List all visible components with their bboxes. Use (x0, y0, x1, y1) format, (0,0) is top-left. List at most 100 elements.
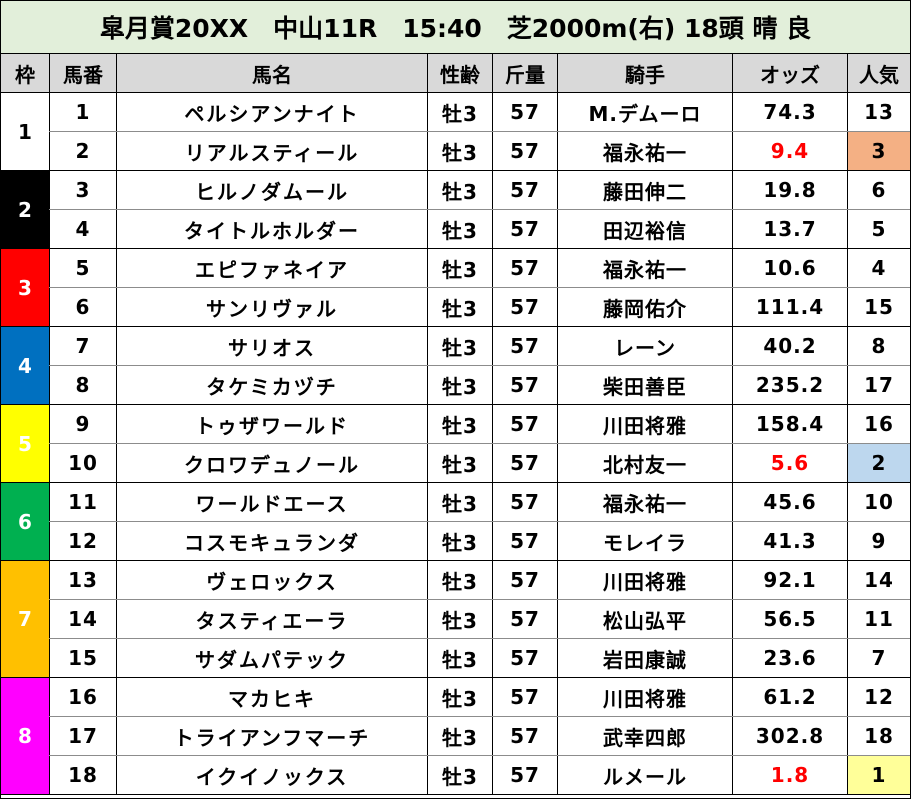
race-title: 皐月賞20XX 中山11R 15:40 芝2000m(右) 18頭 晴 良 (1, 1, 910, 54)
weight-cell: 57 (492, 717, 557, 755)
odds-cell: 5.6 (732, 444, 847, 482)
header-jockey: 騎手 (557, 54, 732, 92)
popularity-cell: 8 (847, 327, 910, 365)
number-cell: 4 (49, 210, 116, 248)
table-row: 8 タケミカヅチ 牡3 57 柴田善臣 235.2 17 (49, 366, 910, 405)
table-body: 1 1 ペルシアンナイト 牡3 57 M.デムーロ 74.3 13 2 リアルスティール 牡3 57 福… (1, 93, 910, 798)
header-popularity: 人気 (847, 54, 910, 92)
popularity-cell: 9 (847, 522, 910, 560)
jockey-cell: 北村友一 (557, 444, 732, 482)
popularity-cell: 4 (847, 249, 910, 287)
number-cell: 11 (49, 483, 116, 521)
odds-cell: 158.4 (732, 405, 847, 443)
sex-age-cell: 牡3 (427, 93, 492, 131)
odds-cell: 45.6 (732, 483, 847, 521)
number-cell: 18 (49, 756, 116, 794)
horse-name-cell: タイトルホルダー (116, 210, 427, 248)
weight-cell: 57 (492, 639, 557, 677)
weight-cell: 57 (492, 327, 557, 365)
odds-cell: 41.3 (732, 522, 847, 560)
sex-age-cell: 牡3 (427, 210, 492, 248)
jockey-cell: M.デムーロ (557, 93, 732, 131)
popularity-cell: 7 (847, 639, 910, 677)
popularity-cell: 6 (847, 171, 910, 209)
jockey-cell: 福永祐一 (557, 132, 732, 170)
odds-cell: 111.4 (732, 288, 847, 326)
weight-cell: 57 (492, 756, 557, 794)
jockey-cell: ルメール (557, 756, 732, 794)
odds-cell: 19.8 (732, 171, 847, 209)
weight-cell: 57 (492, 249, 557, 287)
number-cell: 14 (49, 600, 116, 638)
jockey-cell: 田辺裕信 (557, 210, 732, 248)
weight-cell: 57 (492, 366, 557, 404)
weight-cell: 57 (492, 522, 557, 560)
sex-age-cell: 牡3 (427, 678, 492, 716)
odds-cell: 92.1 (732, 561, 847, 599)
header-row: 枠馬番 馬名 性齢 斤量 騎手 オッズ 人気 (1, 54, 910, 93)
popularity-cell: 3 (847, 132, 910, 170)
table-row: 11 ワールドエース 牡3 57 福永祐一 45.6 10 (49, 483, 910, 522)
number-cell: 6 (49, 288, 116, 326)
popularity-cell: 10 (847, 483, 910, 521)
frame-cell-7: 7 (1, 561, 49, 678)
jockey-cell: 藤岡佑介 (557, 288, 732, 326)
frame-cell-3: 3 (1, 249, 49, 327)
number-cell: 16 (49, 678, 116, 716)
number-cell: 10 (49, 444, 116, 482)
sex-age-cell: 牡3 (427, 600, 492, 638)
number-cell: 13 (49, 561, 116, 599)
table-row: 4 タイトルホルダー 牡3 57 田辺裕信 13.7 5 (49, 210, 910, 249)
table-row: 3 ヒルノダムール 牡3 57 藤田伸二 19.8 6 (49, 171, 910, 210)
number-cell: 12 (49, 522, 116, 560)
header-weight: 斤量 (492, 54, 557, 92)
jockey-cell: 川田将雅 (557, 561, 732, 599)
jockey-cell: レーン (557, 327, 732, 365)
odds-cell: 9.4 (732, 132, 847, 170)
horse-name-cell: イクイノックス (116, 756, 427, 794)
odds-cell: 302.8 (732, 717, 847, 755)
table-row: 2 リアルスティール 牡3 57 福永祐一 9.4 3 (49, 132, 910, 171)
number-cell: 2 (49, 132, 116, 170)
weight-cell: 57 (492, 561, 557, 599)
table-row: 18 イクイノックス 牡3 57 ルメール 1.8 1 (49, 756, 910, 795)
sex-age-cell: 牡3 (427, 132, 492, 170)
table-row: 12 コスモキュランダ 牡3 57 モレイラ 41.3 9 (49, 522, 910, 561)
number-cell: 3 (49, 171, 116, 209)
popularity-cell: 13 (847, 93, 910, 131)
horse-name-cell: ヴェロックス (116, 561, 427, 599)
sex-age-cell: 牡3 (427, 171, 492, 209)
jockey-cell: 松山弘平 (557, 600, 732, 638)
jockey-cell: 福永祐一 (557, 483, 732, 521)
number-cell: 1 (49, 93, 116, 131)
table-row: 7 サリオス 牡3 57 レーン 40.2 8 (49, 327, 910, 366)
odds-cell: 13.7 (732, 210, 847, 248)
header-frame: 枠 (15, 62, 35, 87)
jockey-cell: 福永祐一 (557, 249, 732, 287)
horse-name-cell: マカヒキ (116, 678, 427, 716)
popularity-cell: 2 (847, 444, 910, 482)
table-row: 6 サンリヴァル 牡3 57 藤岡佑介 111.4 15 (49, 288, 910, 327)
header-odds: オッズ (732, 54, 847, 92)
horse-name-cell: タケミカヅチ (116, 366, 427, 404)
weight-cell: 57 (492, 288, 557, 326)
sex-age-cell: 牡3 (427, 405, 492, 443)
weight-cell: 57 (492, 483, 557, 521)
table-row: 1 ペルシアンナイト 牡3 57 M.デムーロ 74.3 13 (49, 93, 910, 132)
horse-name-cell: コスモキュランダ (116, 522, 427, 560)
frame-cell-1: 1 (1, 93, 49, 171)
sex-age-cell: 牡3 (427, 561, 492, 599)
horse-name-cell: ヒルノダムール (116, 171, 427, 209)
popularity-cell: 17 (847, 366, 910, 404)
odds-cell: 56.5 (732, 600, 847, 638)
table-row: 14 タスティエーラ 牡3 57 松山弘平 56.5 11 (49, 600, 910, 639)
jockey-cell: モレイラ (557, 522, 732, 560)
horse-name-cell: トライアンフマーチ (116, 717, 427, 755)
popularity-cell: 14 (847, 561, 910, 599)
popularity-cell: 16 (847, 405, 910, 443)
horse-name-cell: リアルスティール (116, 132, 427, 170)
popularity-cell: 18 (847, 717, 910, 755)
weight-cell: 57 (492, 600, 557, 638)
horse-name-cell: クロワデュノール (116, 444, 427, 482)
